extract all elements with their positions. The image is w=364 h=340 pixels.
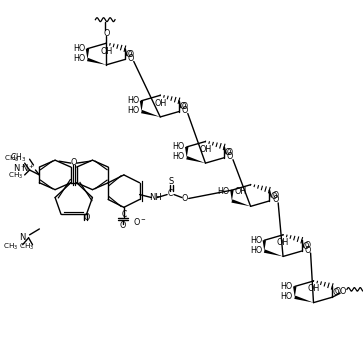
Text: HO: HO <box>73 44 86 53</box>
Text: C: C <box>121 210 127 219</box>
Text: O: O <box>120 221 126 230</box>
Text: HO: HO <box>281 292 293 301</box>
Text: O: O <box>304 245 311 255</box>
Polygon shape <box>185 147 189 158</box>
Text: O: O <box>335 287 341 296</box>
Text: O: O <box>103 29 109 38</box>
Polygon shape <box>141 110 160 117</box>
Text: O: O <box>71 158 77 167</box>
Polygon shape <box>293 286 297 297</box>
Polygon shape <box>87 58 106 65</box>
Text: O: O <box>305 241 310 250</box>
Polygon shape <box>86 49 89 60</box>
Text: OH: OH <box>277 238 289 247</box>
Text: HO: HO <box>218 187 230 196</box>
Text: O: O <box>225 148 231 157</box>
Polygon shape <box>230 190 234 201</box>
Text: O: O <box>270 191 276 201</box>
Text: HO: HO <box>173 142 185 151</box>
Text: HO: HO <box>73 54 86 63</box>
Text: $\mathregular{N^+}$: $\mathregular{N^+}$ <box>21 162 35 174</box>
Text: O: O <box>182 194 188 203</box>
Text: $\mathregular{CH_3}$: $\mathregular{CH_3}$ <box>3 241 19 252</box>
Polygon shape <box>264 250 283 256</box>
Text: O: O <box>340 287 346 296</box>
Text: HO: HO <box>173 152 185 161</box>
Text: O: O <box>83 212 90 222</box>
Text: $\mathregular{CH_3}$: $\mathregular{CH_3}$ <box>11 152 27 165</box>
Text: S: S <box>169 177 174 186</box>
Text: $\mathregular{CH_3}$: $\mathregular{CH_3}$ <box>4 154 20 164</box>
Text: O: O <box>182 106 188 115</box>
Text: HO: HO <box>281 282 293 291</box>
Text: $\mathregular{N}^+$: $\mathregular{N}^+$ <box>13 162 27 174</box>
Polygon shape <box>262 240 266 251</box>
Polygon shape <box>294 295 313 303</box>
Text: HO: HO <box>127 96 139 105</box>
Text: HO: HO <box>127 106 139 115</box>
Text: HO: HO <box>250 245 262 255</box>
Polygon shape <box>186 156 205 163</box>
Text: O: O <box>272 191 278 200</box>
Polygon shape <box>232 199 250 206</box>
Text: O: O <box>126 50 132 59</box>
Text: O: O <box>302 242 309 251</box>
Text: OH: OH <box>154 99 166 108</box>
Text: C: C <box>167 189 173 198</box>
Text: $\mathregular{N}$: $\mathregular{N}$ <box>19 231 27 242</box>
Text: O$^-$: O$^-$ <box>133 216 146 226</box>
Text: HO: HO <box>250 236 262 245</box>
Text: O: O <box>227 148 233 157</box>
Text: O: O <box>128 54 134 63</box>
Text: O: O <box>333 288 339 297</box>
Text: $\mathregular{CH_3}$: $\mathregular{CH_3}$ <box>19 241 35 252</box>
Text: O: O <box>227 152 233 161</box>
Text: $\mathregular{CH_3}$: $\mathregular{CH_3}$ <box>8 171 24 181</box>
Text: O: O <box>272 195 278 204</box>
Text: OH: OH <box>234 187 247 196</box>
Text: OH: OH <box>307 284 320 293</box>
Text: O: O <box>128 50 134 58</box>
Text: NH: NH <box>149 193 162 202</box>
Text: OH: OH <box>199 145 211 154</box>
Text: O: O <box>180 102 186 111</box>
Text: O: O <box>182 102 188 110</box>
Polygon shape <box>140 101 143 112</box>
Text: OH: OH <box>100 47 112 56</box>
